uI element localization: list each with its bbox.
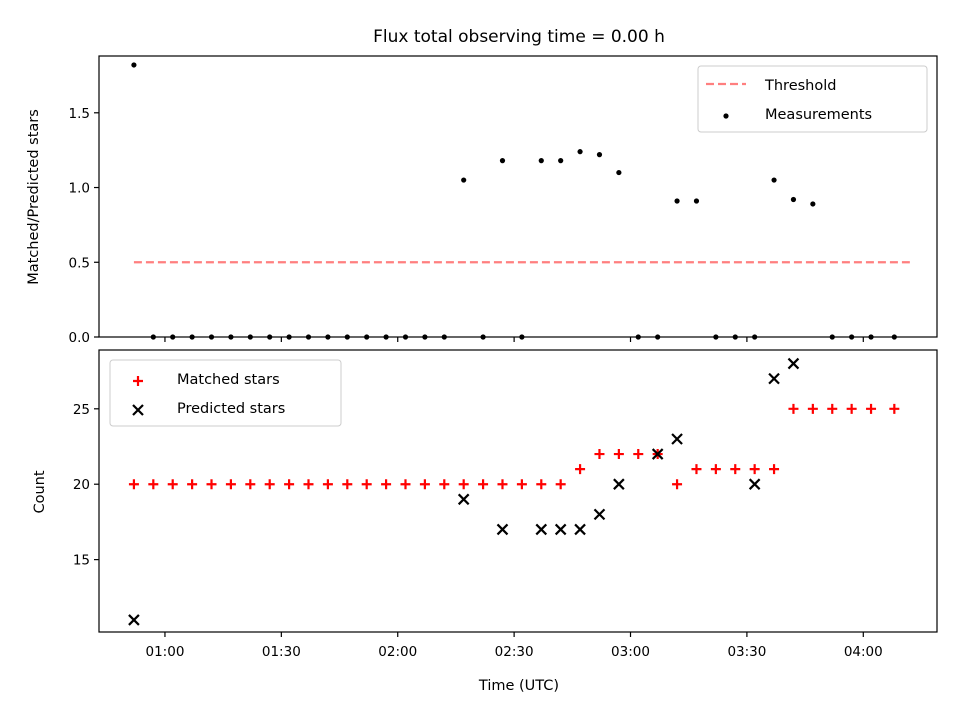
legend-label: Predicted stars [177,401,285,417]
measurements-point [131,62,137,68]
measurements-point [616,169,622,176]
matched-stars-point [225,479,236,490]
top-y-tick-label: 0.5 [69,255,90,271]
x-tick-label: 01:30 [262,644,301,660]
matched-stars-point [594,449,605,460]
x-tick-label: 02:00 [378,644,417,660]
legend-label: Measurements [765,107,872,123]
predicted-stars-point [128,614,140,626]
measurements-point [596,152,603,158]
matched-stars-point [264,479,275,490]
matched-stars-point [691,464,702,475]
predicted-stars-point [613,478,625,490]
matched-stars-point [575,464,586,475]
matched-stars-point [342,479,353,490]
predicted-stars-point [457,493,470,506]
measurements-point [461,177,467,183]
top-y-tick-label: 1.5 [69,106,90,122]
matched-stars-point [322,479,333,490]
measurements-point [810,201,816,207]
measurements-point [693,198,700,204]
matched-stars-point [128,479,139,490]
measurements-point [538,158,544,164]
matched-stars-point [361,479,372,490]
matched-stars-point [381,479,392,490]
bottom-y-tick-label: 15 [73,553,90,569]
top-y-tick-label: 0.0 [69,330,90,346]
matched-stars-point [866,403,877,414]
legend-measurements-handle [723,113,729,119]
count-panel: 15 20 25 01:00 01:30 02:00 02:30 03:00 03:30 04:0… [73,349,938,660]
matched-stars-point [769,464,780,475]
legend-label: Threshold [764,78,836,94]
measurements-point [674,198,680,204]
matched-stars-point [827,403,838,414]
predicted-stars-point [593,508,606,521]
x-tick-label: 03:30 [727,644,766,660]
matched-stars-point [187,479,198,490]
legend-label: Matched stars [177,372,280,388]
matched-stars-point [633,449,644,460]
predicted-stars-point [748,478,761,490]
measurements-point [577,149,583,155]
predicted-stars-point [671,433,683,445]
predicted-stars-point [787,357,800,370]
matched-stars-point [846,403,857,414]
top-axes-frame [98,55,938,338]
x-axis-label: Time (UTC) [478,678,559,694]
legend-box [697,65,928,133]
x-tick-label: 04:00 [844,644,883,660]
legend-predicted-handle [132,404,144,416]
top-legend: Threshold Measurements [697,65,928,133]
matched-stars-point [419,479,430,490]
matched-stars-point [613,449,624,460]
bottom-y-tick-label: 20 [73,477,90,493]
ratio-panel: 0.0 0.5 1.0 1.5 Threshold Measurements [69,55,938,346]
legend-matched-handle [133,376,143,386]
matched-stars-point [788,403,799,414]
x-tick-label: 03:00 [611,644,650,660]
matched-stars-point [439,479,450,490]
matched-stars-point [807,403,818,414]
bottom-axes-frame [98,349,938,633]
matched-stars-point [478,479,489,490]
matched-stars-point [536,479,547,490]
matched-stars-point [148,479,159,490]
matched-stars-point [889,403,900,414]
matched-stars-point [730,464,741,475]
measurements-point [771,177,777,183]
predicted-stars-point [574,523,586,536]
measurements-point [499,158,506,164]
predicted-stars-point [651,448,664,460]
matched-stars-point [516,479,527,490]
matched-stars-point [284,479,295,490]
predicted-stars-point [768,372,780,385]
matched-stars-point [400,479,411,490]
matched-stars-point [458,479,469,490]
bottom-y-axis-label: Count [32,470,48,513]
bottom-y-tick-label: 25 [73,402,90,418]
matched-stars-point [749,464,760,475]
matched-stars-point [206,479,217,490]
top-y-axis-label: Matched/Predicted stars [26,109,42,285]
matched-stars-point [672,479,683,490]
matched-stars-point [245,479,256,490]
matched-stars-point [555,479,566,490]
chart-title: Flux total observing time = 0.00 h [373,27,665,47]
measurements-point [790,196,797,203]
matched-stars-point [303,479,314,490]
bottom-legend: Matched stars Predicted stars [109,359,342,427]
matched-stars-point [710,464,721,475]
predicted-stars-point [535,523,548,536]
predicted-stars-point [496,523,509,536]
x-tick-label: 01:00 [146,644,185,660]
matched-stars-point [167,479,178,490]
matched-stars-point [497,479,508,490]
predicted-stars-point [554,523,567,536]
legend-box [109,359,342,427]
top-y-tick-label: 1.0 [69,181,90,197]
x-tick-label: 02:30 [495,644,534,660]
measurements-point [558,158,564,164]
